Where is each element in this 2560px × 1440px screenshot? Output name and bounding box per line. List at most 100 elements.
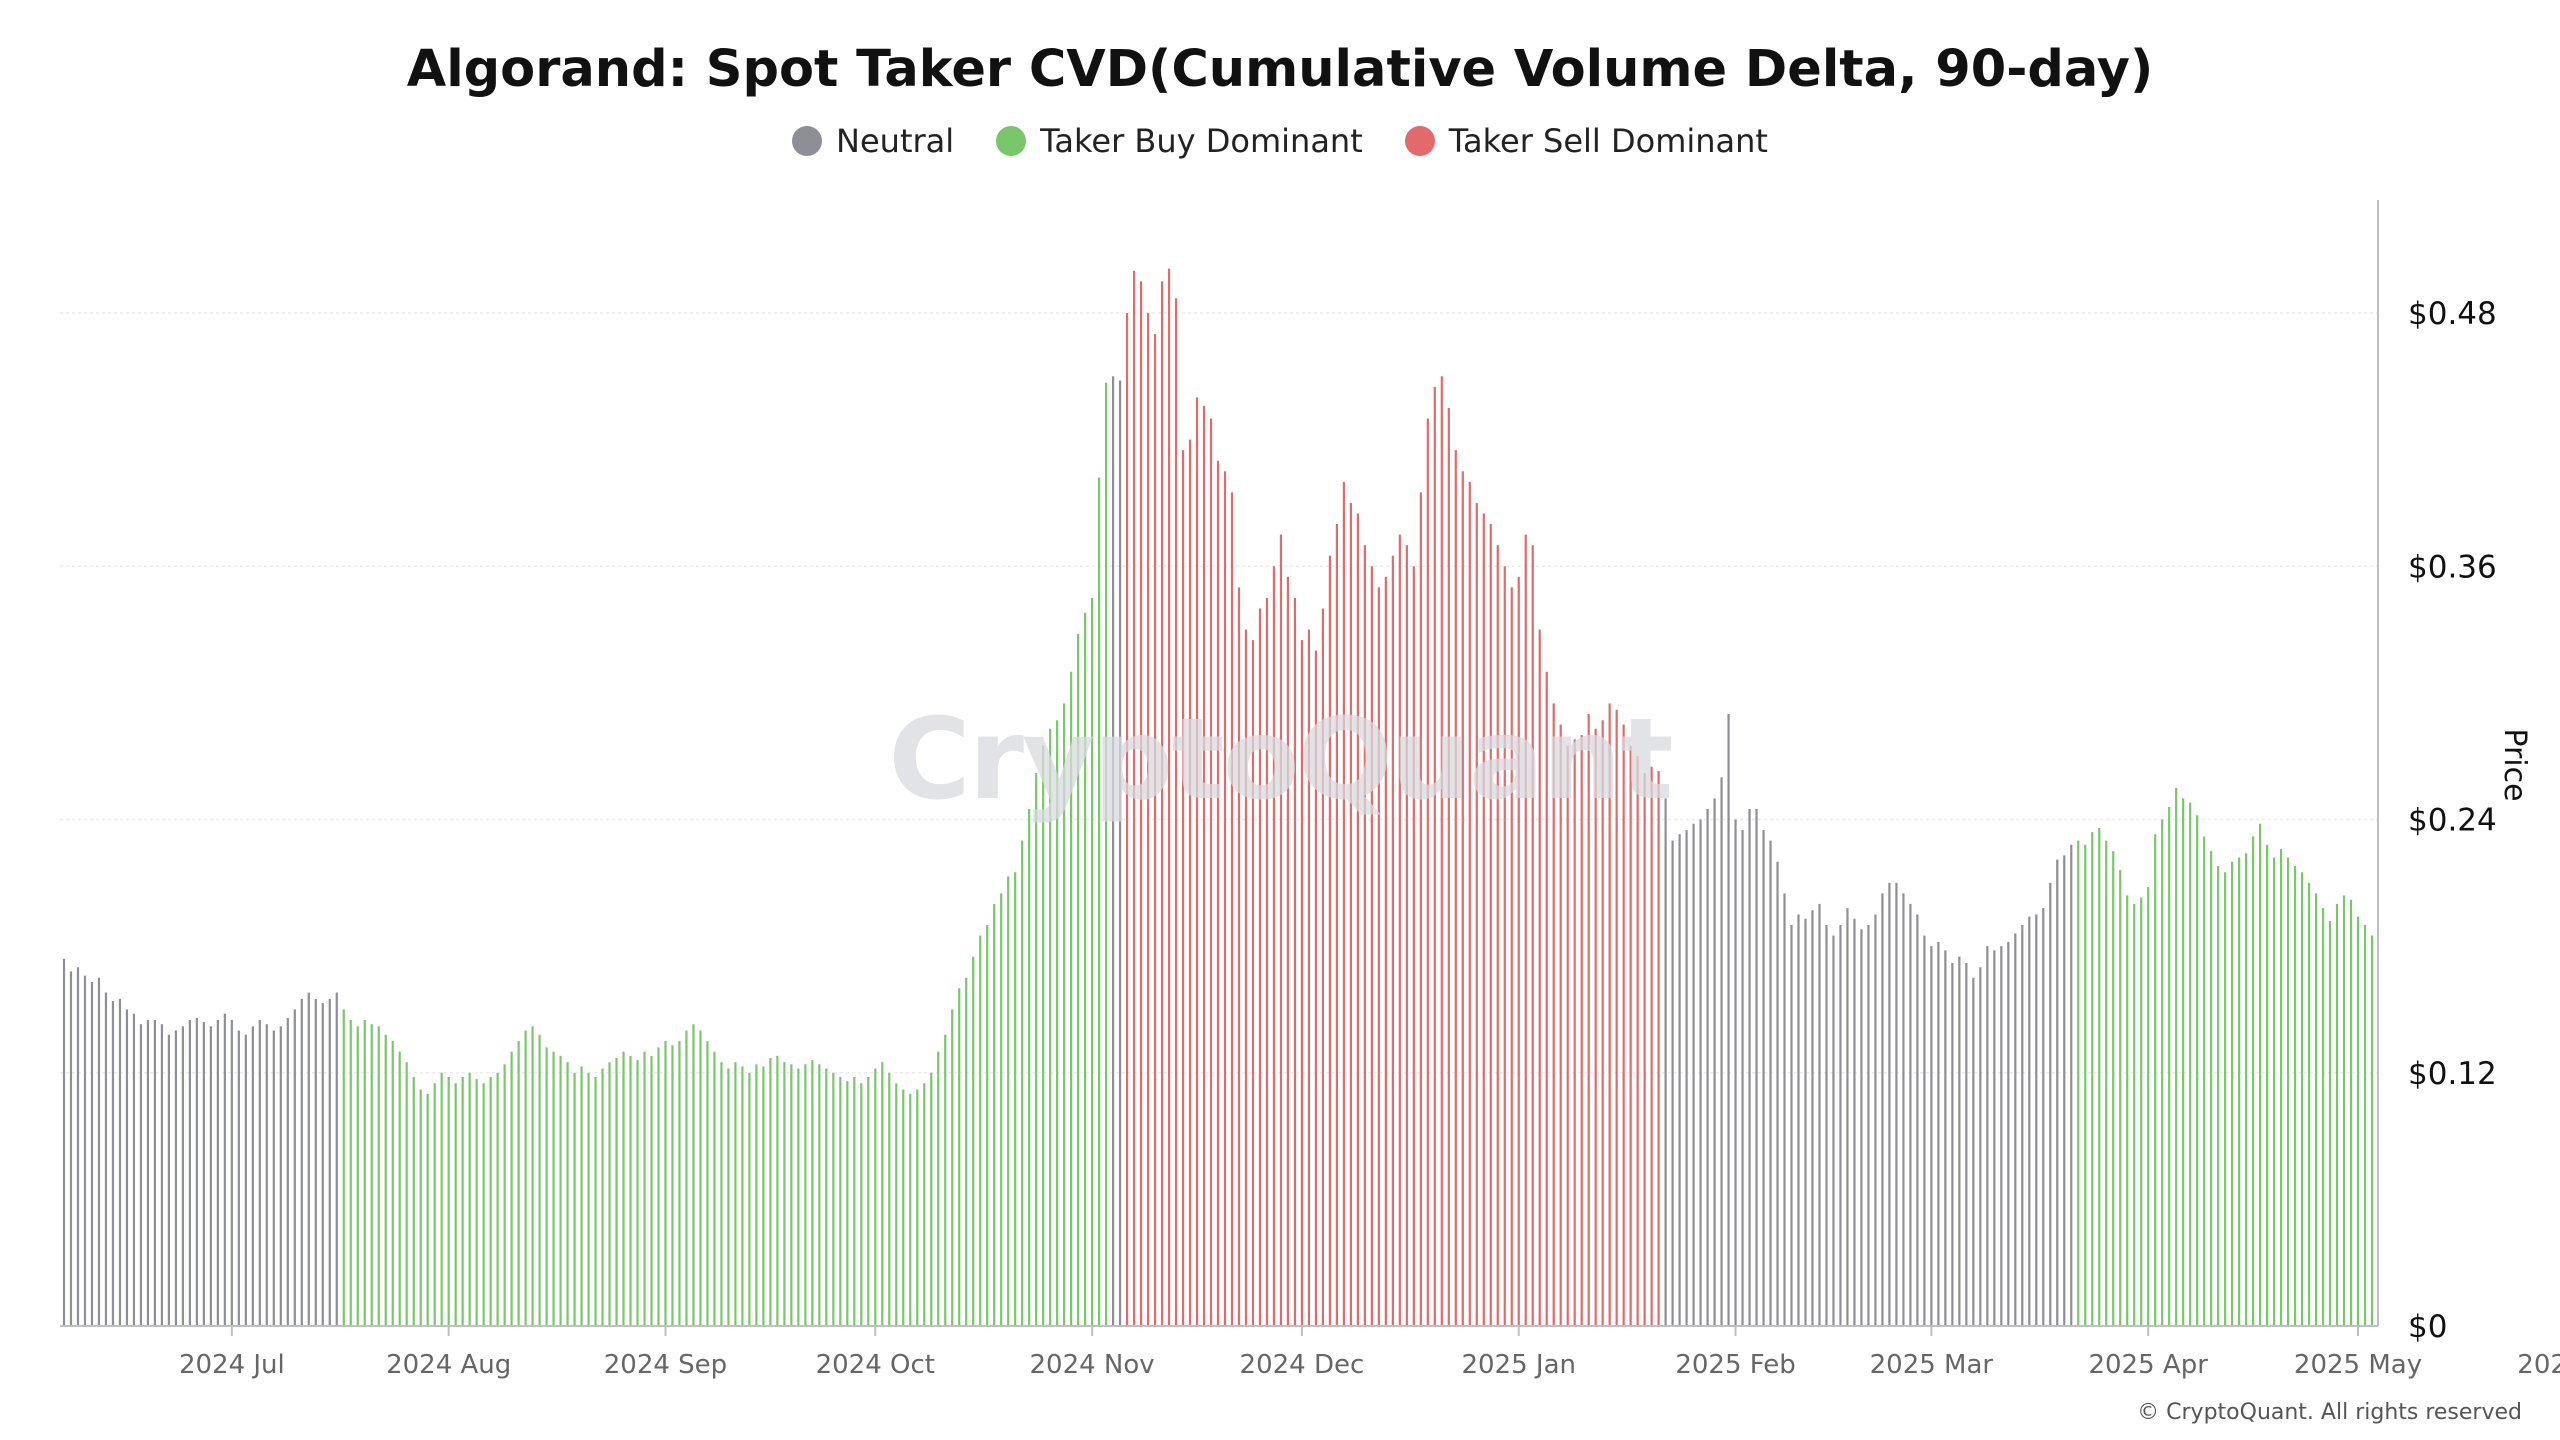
bar xyxy=(1657,770,1660,1326)
bar xyxy=(1405,545,1408,1326)
bar xyxy=(1944,950,1947,1326)
bar xyxy=(370,1024,373,1326)
bar xyxy=(1741,830,1744,1326)
bar xyxy=(650,1055,653,1326)
bar xyxy=(2028,916,2031,1326)
bar xyxy=(874,1068,877,1326)
bar xyxy=(2105,840,2108,1326)
bar xyxy=(566,1062,569,1326)
bar xyxy=(1328,555,1331,1326)
x-tick-label: 2025 Jun xyxy=(2517,1350,2560,1380)
bar xyxy=(125,1009,129,1326)
bar xyxy=(104,992,108,1326)
bar xyxy=(2119,870,2122,1326)
bar xyxy=(202,1022,205,1326)
legend-item-neutral[interactable]: Neutral xyxy=(792,122,954,160)
bar xyxy=(1664,798,1667,1326)
legend-item-taker-buy[interactable]: Taker Buy Dominant xyxy=(996,122,1363,160)
bar xyxy=(2161,819,2164,1326)
bar xyxy=(181,1026,184,1326)
bar xyxy=(1853,918,1856,1326)
bar xyxy=(1042,745,1045,1326)
bar xyxy=(111,1001,115,1326)
x-tick-label: 2025 Feb xyxy=(1675,1350,1795,1380)
bar xyxy=(300,998,303,1326)
bar xyxy=(1846,908,1849,1326)
bar xyxy=(237,1030,240,1326)
bar xyxy=(1384,576,1387,1326)
bar xyxy=(622,1051,625,1326)
bar xyxy=(2335,903,2339,1326)
bar xyxy=(475,1079,478,1326)
bar xyxy=(510,1051,513,1326)
x-tick-label: 2024 Jul xyxy=(179,1350,285,1380)
bar xyxy=(2224,872,2227,1326)
bar xyxy=(1482,513,1485,1326)
bar xyxy=(692,1024,695,1326)
bar xyxy=(1461,471,1464,1326)
bar xyxy=(1524,534,1527,1326)
bar xyxy=(1860,929,1863,1326)
bar xyxy=(1517,576,1520,1326)
bar xyxy=(1874,914,1877,1326)
bar xyxy=(2259,823,2262,1326)
bar xyxy=(1993,950,1996,1326)
bar xyxy=(440,1072,443,1326)
bar xyxy=(1727,713,1730,1326)
x-tick-label: 2024 Aug xyxy=(386,1350,511,1380)
bar xyxy=(1447,407,1450,1327)
bar xyxy=(384,1034,387,1326)
bar xyxy=(328,998,331,1326)
bar xyxy=(482,1083,485,1326)
bar xyxy=(1000,893,1003,1326)
bar xyxy=(1601,720,1604,1326)
y-axis-label: Price xyxy=(2497,728,2532,801)
bar xyxy=(90,982,94,1326)
y-tick-label: $0.12 xyxy=(2408,1056,2497,1092)
bar xyxy=(461,1076,464,1326)
bar xyxy=(244,1034,247,1326)
bar xyxy=(1174,298,1178,1327)
bar xyxy=(748,1072,751,1326)
bar xyxy=(447,1076,450,1326)
bar xyxy=(1608,703,1611,1326)
legend-label: Taker Buy Dominant xyxy=(1040,122,1363,160)
axes xyxy=(60,200,2379,1327)
bar xyxy=(629,1055,632,1326)
bar xyxy=(615,1057,618,1326)
bar xyxy=(1958,956,1961,1326)
legend-label: Taker Sell Dominant xyxy=(1448,122,1768,160)
bar xyxy=(1811,910,1814,1326)
bar xyxy=(944,1034,947,1326)
bar xyxy=(1091,597,1094,1326)
bar xyxy=(1734,819,1737,1326)
bar xyxy=(468,1072,471,1326)
bar xyxy=(2363,925,2367,1326)
legend-item-taker-sell[interactable]: Taker Sell Dominant xyxy=(1404,122,1768,160)
bars xyxy=(62,268,2374,1327)
bar xyxy=(1412,566,1415,1326)
bar xyxy=(888,1072,891,1326)
bar xyxy=(1839,925,1842,1326)
bar xyxy=(1748,808,1751,1326)
bar xyxy=(2140,897,2143,1326)
bar xyxy=(832,1072,835,1326)
bar xyxy=(727,1068,730,1326)
bar xyxy=(1797,914,1800,1326)
bar xyxy=(1629,745,1632,1326)
bar xyxy=(1125,313,1129,1326)
bar xyxy=(1902,893,1905,1326)
bar xyxy=(594,1076,597,1326)
bar xyxy=(2182,798,2185,1326)
bar xyxy=(1937,941,1940,1326)
bar xyxy=(2356,916,2360,1326)
bar xyxy=(2203,836,2206,1326)
bar xyxy=(1650,766,1653,1326)
bar xyxy=(83,975,87,1326)
bar xyxy=(146,1019,150,1326)
bar xyxy=(580,1066,583,1326)
bar xyxy=(2238,857,2241,1326)
bar xyxy=(531,1026,534,1326)
bar xyxy=(713,1051,716,1326)
x-tick-label: 2025 Apr xyxy=(2088,1350,2208,1380)
